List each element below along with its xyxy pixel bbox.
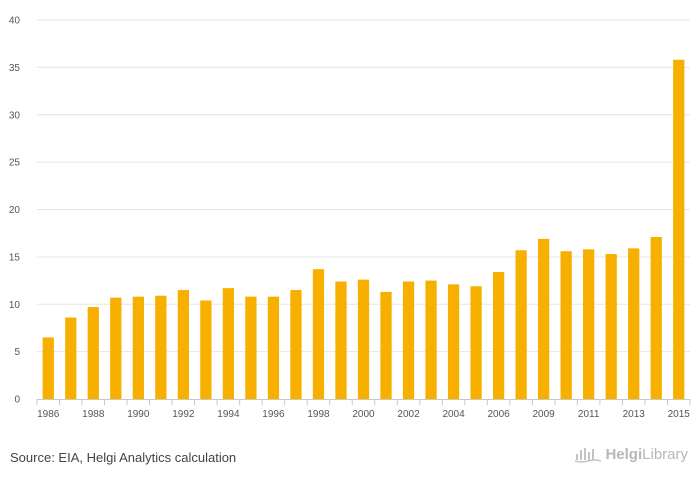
- bar-2006: [492, 272, 505, 399]
- x-tick-label: 1996: [262, 409, 285, 420]
- bar-1988: [87, 307, 99, 399]
- bar-2009: [538, 238, 550, 399]
- bar-1986: [42, 337, 54, 399]
- bar-chart: 0 5 10 15 20 25 30 35 40 1986 1988 1990 1992 1994 199…: [9, 16, 691, 420]
- bar-series: [42, 59, 685, 400]
- bar-1994: [222, 288, 235, 399]
- y-tick-label: 40: [9, 16, 21, 27]
- bar-2003: [425, 280, 437, 399]
- bar-1995: [245, 296, 257, 399]
- bar-2013: [628, 248, 640, 399]
- source-note: Source: EIA, Helgi Analytics calculation: [10, 450, 237, 465]
- y-tick-label: 20: [9, 205, 21, 216]
- x-tick-label: 2004: [442, 409, 465, 420]
- x-tick-label: 1988: [82, 409, 105, 420]
- x-tick-label: 2006: [487, 409, 510, 420]
- brand-name: HelgiLibrary: [605, 446, 688, 463]
- x-tick-label: 2013: [623, 409, 646, 420]
- bar-1999: [335, 281, 347, 399]
- y-tick-label: 0: [14, 395, 20, 406]
- x-tick-label: 2011: [578, 409, 600, 420]
- bar-2001: [380, 291, 392, 399]
- gridlines: [37, 19, 690, 353]
- y-tick-label: 30: [9, 110, 21, 121]
- x-tick-label: 1994: [217, 409, 240, 420]
- x-tick-label: 1998: [307, 409, 330, 420]
- bar-2010: [560, 251, 572, 399]
- bar-2015: [673, 59, 685, 400]
- y-axis-labels: 0 5 10 15 20 25 30 35 40: [9, 16, 21, 406]
- x-axis: 1986 1988 1990 1992 1994 1996 1998 2000 2002 2004…: [36, 399, 691, 420]
- y-tick-label: 25: [9, 158, 21, 169]
- bar-2008: [515, 250, 527, 399]
- bar-2012: [605, 254, 617, 399]
- bar-1991: [155, 295, 167, 399]
- bar-1987: [65, 317, 77, 399]
- bar-2014: [650, 236, 662, 399]
- bar-1996: [267, 296, 280, 399]
- bar-1989: [110, 297, 122, 399]
- helgi-library-icon: [575, 447, 602, 463]
- bar-1993: [200, 300, 212, 399]
- x-tick-label: 1990: [127, 409, 150, 420]
- x-tick-label: 1992: [172, 409, 195, 420]
- bar-2002: [402, 281, 415, 399]
- bar-1992: [177, 290, 189, 399]
- y-tick-label: 5: [14, 347, 20, 358]
- bar-2005: [470, 286, 482, 399]
- brand-logo: HelgiLibrary: [575, 446, 688, 463]
- bar-1997: [290, 290, 302, 399]
- x-tick-label: 2000: [352, 409, 375, 420]
- x-tick-label: 2002: [397, 409, 420, 420]
- bar-2004: [447, 284, 460, 399]
- bar-2011: [583, 249, 595, 399]
- bar-1990: [132, 296, 144, 399]
- bar-1998: [312, 269, 325, 399]
- x-tick-label: 2015: [668, 409, 691, 420]
- x-tick-label: 2009: [533, 409, 556, 420]
- bar-2000: [357, 279, 370, 399]
- y-tick-label: 35: [9, 63, 21, 74]
- x-tick-label: 1986: [37, 409, 60, 420]
- y-tick-label: 15: [9, 252, 21, 263]
- y-tick-label: 10: [9, 300, 21, 311]
